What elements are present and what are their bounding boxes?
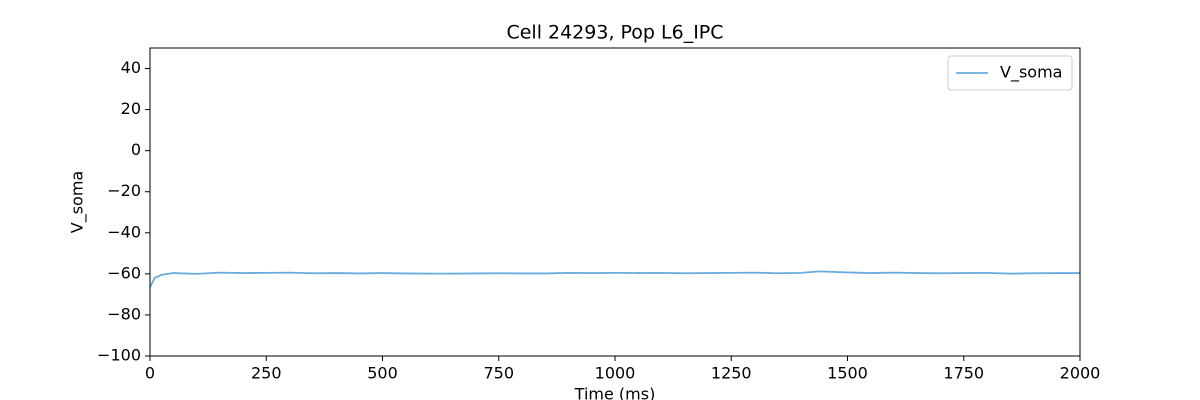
x-tick-label: 1750 [943,364,984,383]
x-tick-label: 1250 [711,364,752,383]
y-tick-label: −80 [107,304,141,323]
y-axis-label: V_soma [68,171,88,233]
x-tick-label: 750 [483,364,514,383]
y-tick-label: −100 [97,346,141,365]
x-tick-label: 500 [367,364,398,383]
x-tick-label: 1000 [595,364,636,383]
y-tick-label: 20 [121,99,141,118]
y-tick-label: −40 [107,222,141,241]
y-tick-label: 0 [131,140,141,159]
x-tick-label: 0 [145,364,155,383]
data-line [149,270,1080,288]
plot-frame [149,47,1081,357]
x-axis-label: Time (ms) [574,385,656,400]
legend-label: V_soma [1000,63,1062,83]
y-tick-label: −20 [107,181,141,200]
x-tick-label: 2000 [1060,364,1101,383]
chart-title: Cell 24293, Pop L6_IPC [506,22,723,44]
y-tick-label: −60 [107,263,141,282]
y-tick-label: 40 [121,58,141,77]
legend-box [947,55,1073,91]
x-tick-label: 1500 [827,364,868,383]
x-tick-label: 250 [251,364,282,383]
